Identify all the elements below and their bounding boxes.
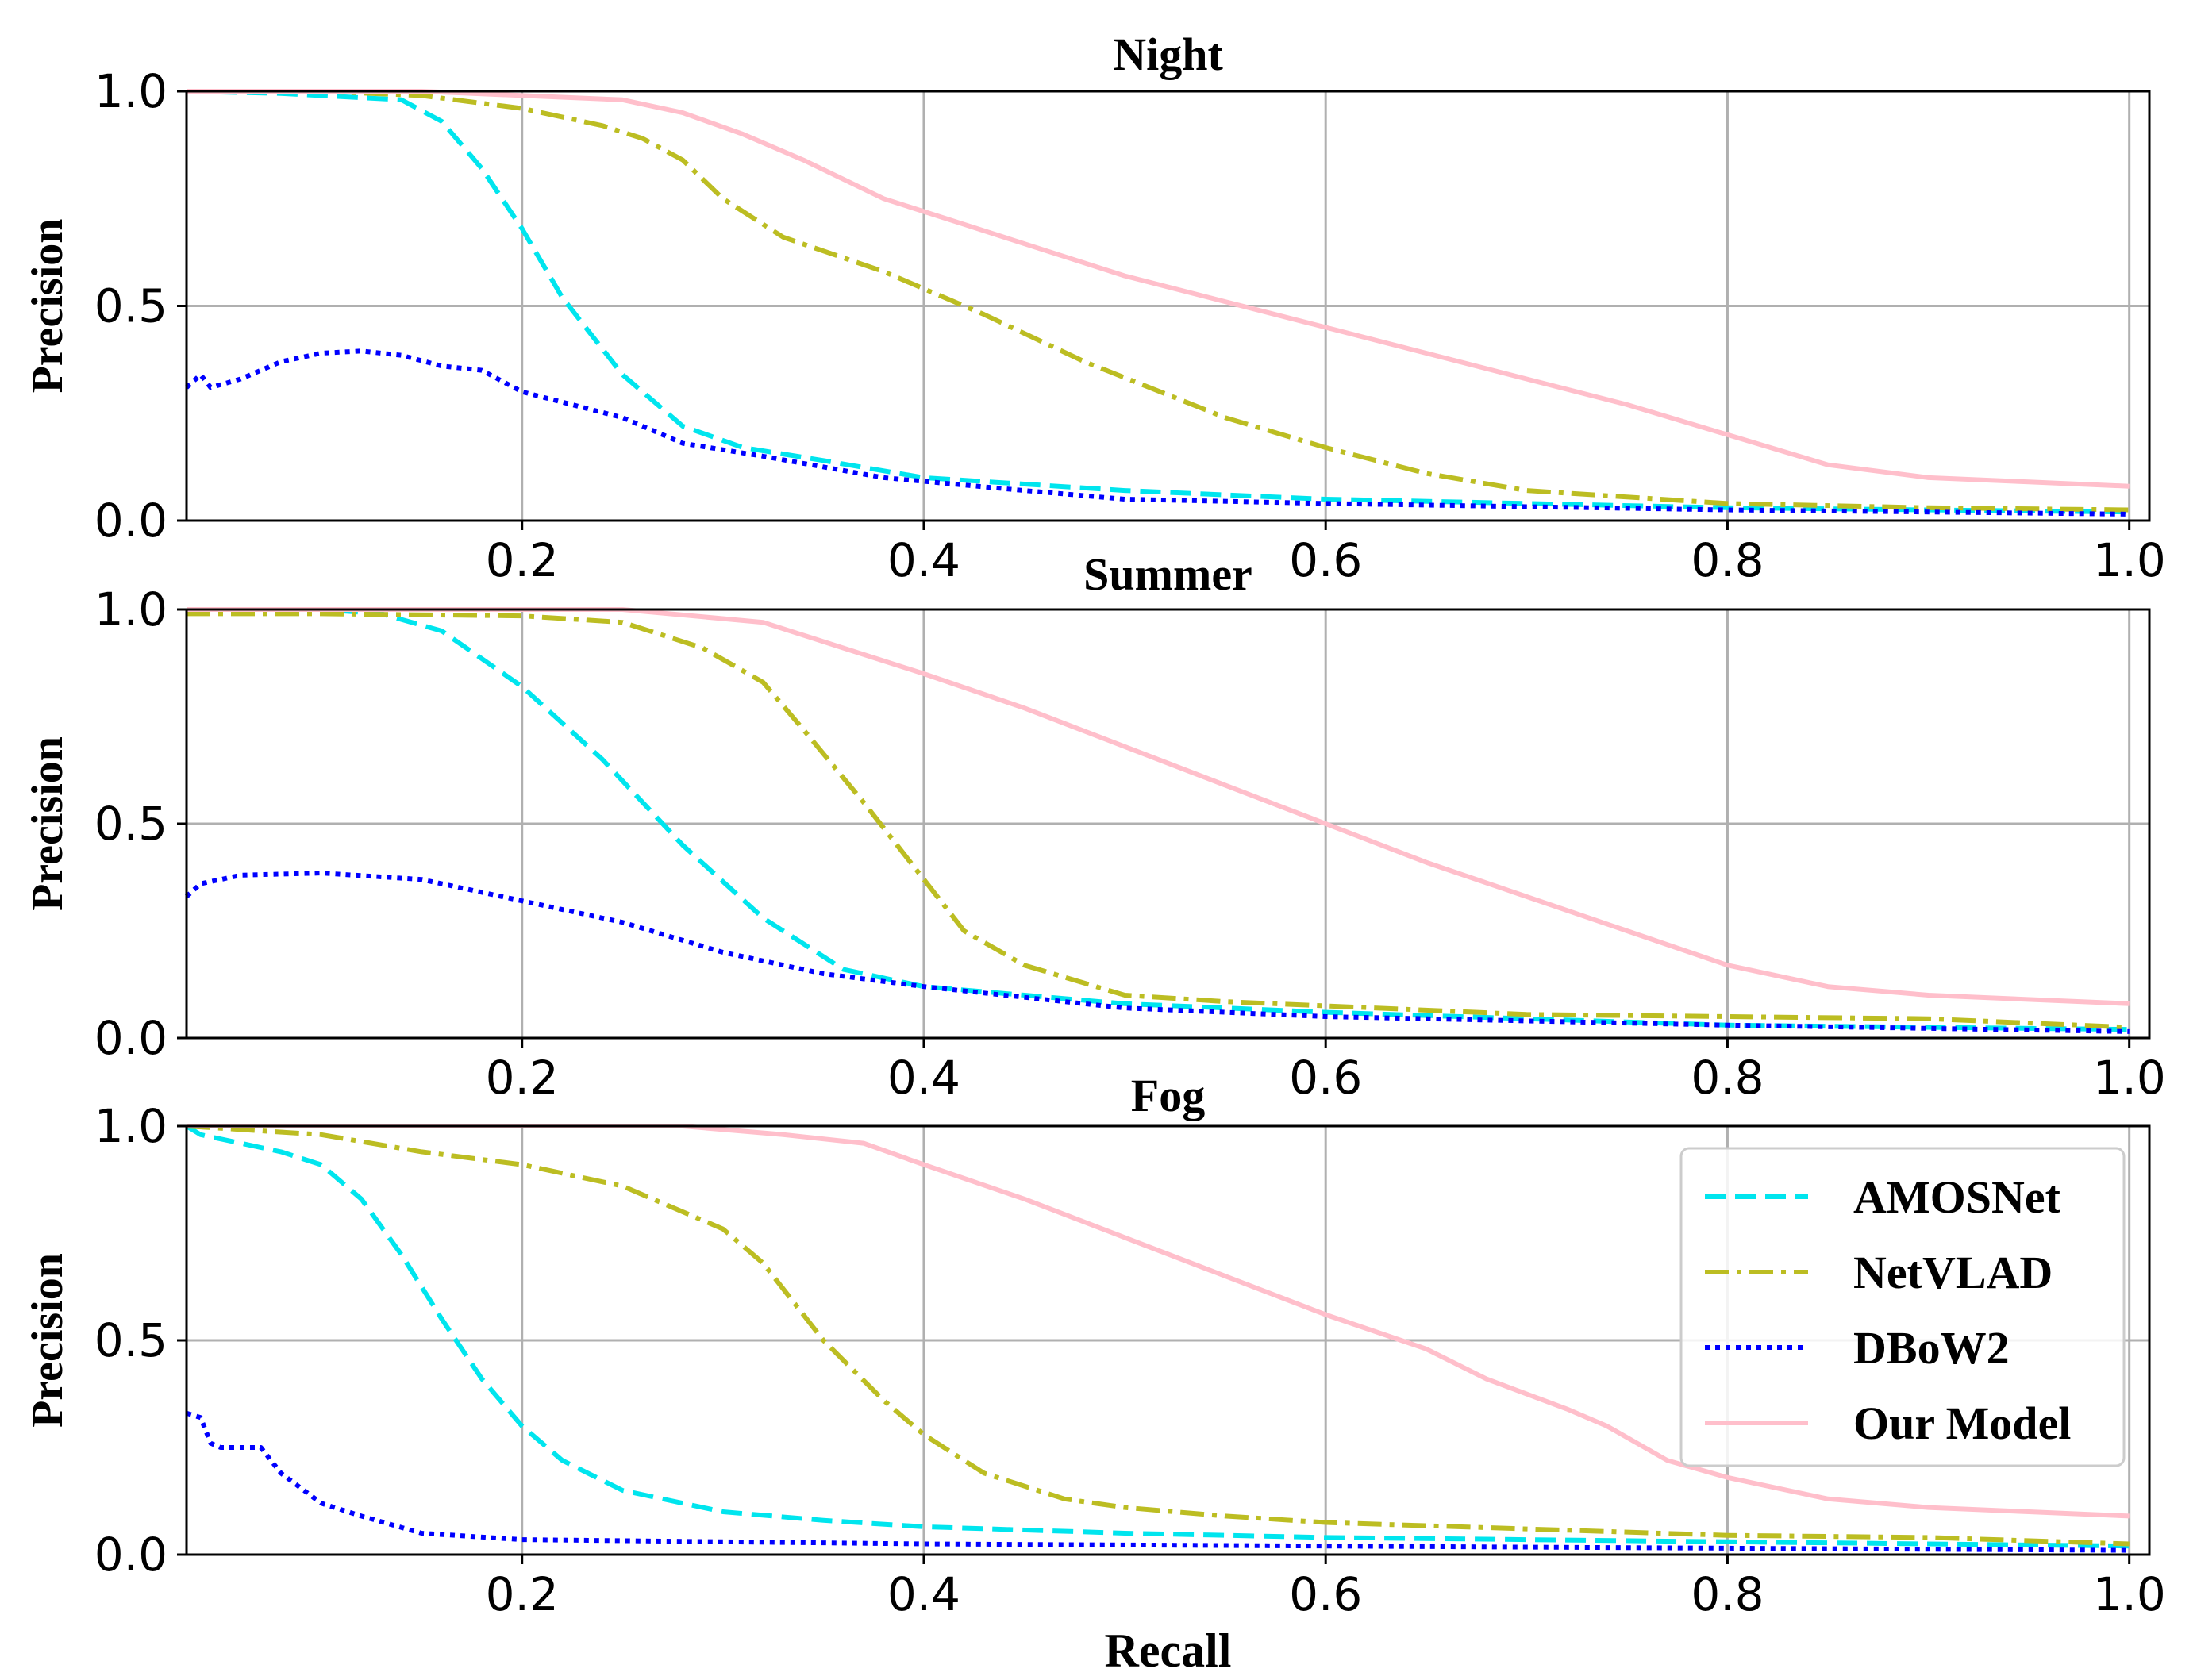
legend: AMOSNet NetVLAD DBoW2 Our Model xyxy=(1679,1147,2126,1467)
night-x-tick-label: 0.8 xyxy=(1691,533,1764,587)
fog-x-axis-label: Recall xyxy=(1105,1624,1232,1677)
fog-dbow2-line xyxy=(186,1410,2130,1553)
summer-panel-title: Summer xyxy=(1083,548,1252,600)
night-y-tick-label: 0.5 xyxy=(94,279,167,333)
night-amosnet-line xyxy=(186,89,2130,515)
summer-panel: 0.2 0.4 0.6 0.8 1.0 0.0 0.5 1.0 Summer Precisio… xyxy=(23,548,2166,1105)
summer-amosnet-line xyxy=(187,607,2130,1032)
legend-label-dbow2: DBoW2 xyxy=(1853,1322,2010,1374)
summer-x-tick-label: 0.2 xyxy=(486,1051,559,1105)
fog-panel: 0.2 0.4 0.6 0.8 1.0 0.0 0.5 1.0 Fog Precision R… xyxy=(23,1070,2166,1677)
night-x-tick-label: 0.6 xyxy=(1289,533,1362,587)
night-panel-title: Night xyxy=(1113,29,1223,80)
night-y-tick-label: 1.0 xyxy=(94,64,167,118)
summer-netvlad-line xyxy=(187,611,2130,1030)
fog-y-tick-label: 1.0 xyxy=(94,1099,167,1153)
fog-panel-title: Fog xyxy=(1131,1070,1205,1121)
fog-netvlad-line xyxy=(186,1124,2130,1547)
fog-x-tick-label: 0.6 xyxy=(1289,1567,1362,1621)
summer-x-tick-label: 0.8 xyxy=(1691,1051,1764,1105)
fog-x-tick-label: 0.2 xyxy=(486,1567,559,1621)
night-y-tick-label: 0.0 xyxy=(94,494,167,548)
night-x-tick-label: 0.2 xyxy=(486,533,559,587)
night-x-tick-label: 0.4 xyxy=(887,533,960,587)
summer-x-tick-label: 1.0 xyxy=(2093,1051,2166,1105)
summer-y-tick-label: 0.5 xyxy=(94,797,167,851)
summer-our-model-line xyxy=(187,607,2130,1006)
night-dbow2-line xyxy=(184,348,2130,517)
summer-y-axis-label: Precision xyxy=(23,736,72,911)
summer-x-tick-label: 0.4 xyxy=(887,1051,960,1105)
fog-y-tick-label: 0.5 xyxy=(94,1313,167,1367)
fog-x-tick-label: 0.4 xyxy=(887,1567,960,1621)
summer-y-tick-label: 1.0 xyxy=(94,582,167,636)
fog-our-model-line xyxy=(187,1124,2130,1519)
summer-dbow2-line xyxy=(184,871,2130,1034)
fog-x-tick-label: 0.8 xyxy=(1691,1567,1764,1621)
fog-y-axis-label: Precision xyxy=(23,1253,72,1428)
fog-y-tick-label: 0.0 xyxy=(94,1528,167,1582)
summer-y-tick-label: 0.0 xyxy=(94,1011,167,1065)
night-our-model-line xyxy=(187,89,2130,489)
fog-x-tick-label: 1.0 xyxy=(2093,1567,2166,1621)
legend-label-our-model: Our Model xyxy=(1853,1397,2071,1449)
night-panel: 0.2 0.4 0.6 0.8 1.0 0.0 0.5 1.0 Night Precision xyxy=(23,29,2166,587)
fog-amosnet-line xyxy=(185,1124,2130,1549)
night-x-tick-label: 1.0 xyxy=(2093,533,2166,587)
legend-box xyxy=(1679,1147,2126,1467)
night-y-axis-label: Precision xyxy=(23,219,72,394)
summer-x-tick-label: 0.6 xyxy=(1289,1051,1362,1105)
legend-label-amosnet: AMOSNet xyxy=(1853,1171,2061,1223)
legend-label-netvlad: NetVLAD xyxy=(1853,1247,2053,1298)
